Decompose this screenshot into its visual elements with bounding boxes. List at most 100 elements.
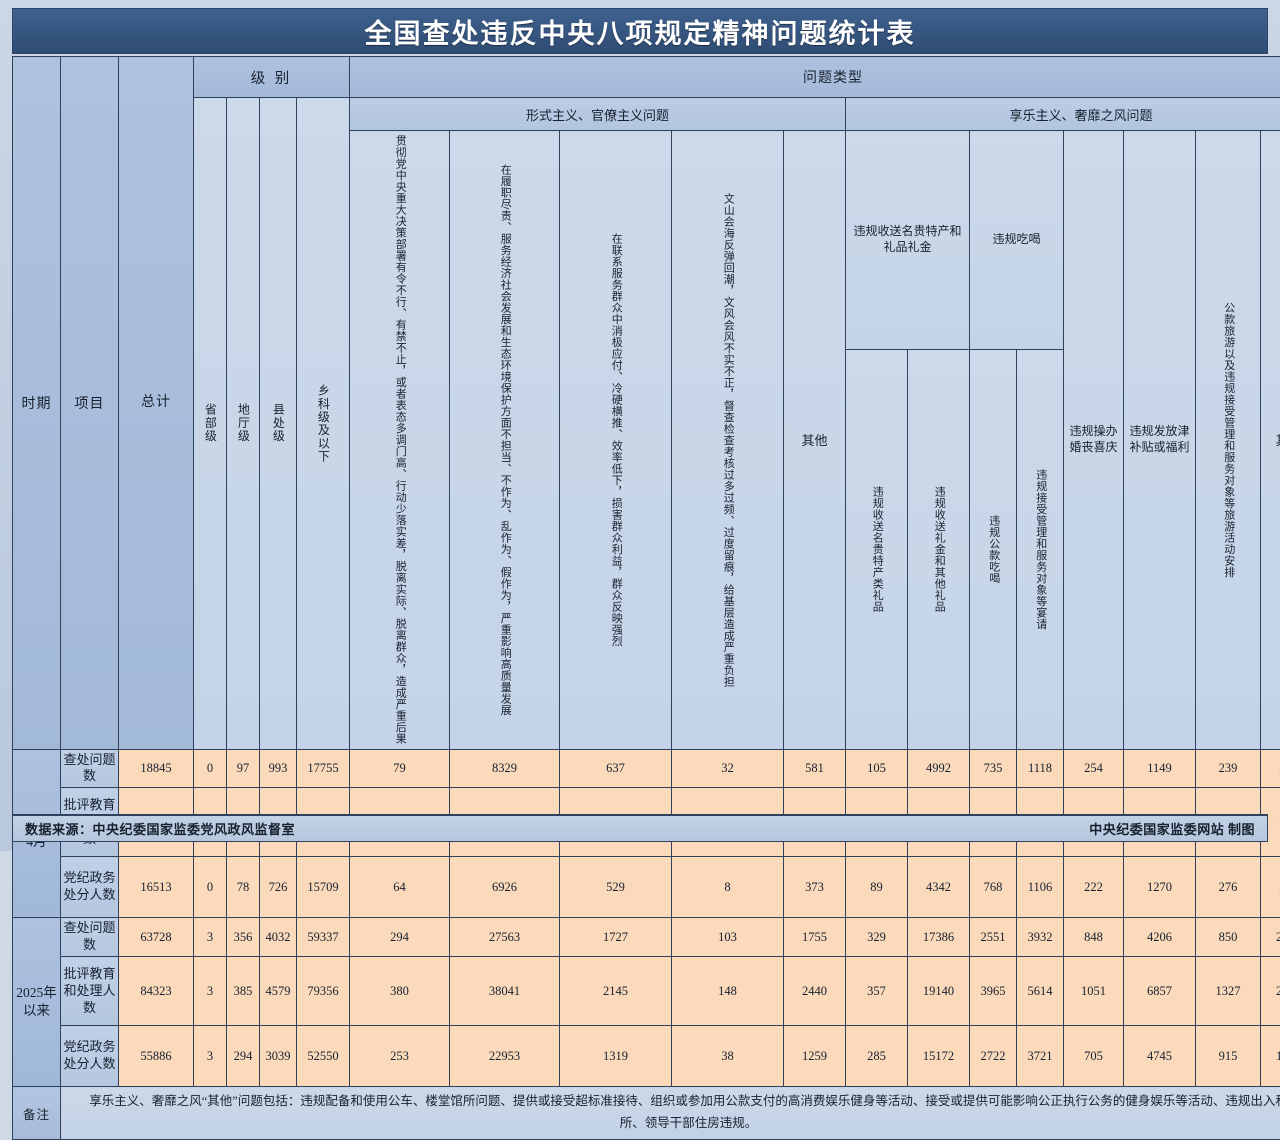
- note-row: 备注 享乐主义、奢靡之风“其他”问题包括：违规配备和使用公车、楼堂馆所问题、提供…: [13, 1087, 1280, 1140]
- header-formalism-col-4: 文山会海反弹回潮，文风会风不实不正，督查检查考核过多过频、过度留痕，给基层造成严…: [672, 131, 784, 750]
- header-formalism-col-4-label: 文山会海反弹回潮，文风会风不实不正，督查检查考核过多过频、过度留痕，给基层造成严…: [721, 193, 734, 688]
- cell-wedding: 1051: [1064, 957, 1124, 1026]
- header-hedonism-other: 其他: [1261, 131, 1280, 750]
- cell-total: 16513: [119, 857, 194, 918]
- cell-gift-2: 4992: [908, 749, 970, 788]
- header-gift-sub-1: 违规收送名贵特产类礼品: [846, 349, 908, 749]
- cell-dining-1: 2722: [970, 1026, 1017, 1087]
- header-level-xianchu: 县处级: [260, 98, 297, 750]
- cell-level-diting: 294: [227, 1026, 260, 1087]
- item-name: 党纪政务处分人数: [61, 1037, 118, 1075]
- header-hedonism-wedding: 违规操办婚丧喜庆: [1064, 131, 1124, 750]
- cell-level-diting: 356: [227, 918, 260, 957]
- cell-travel: 1327: [1196, 957, 1261, 1026]
- cell-level-sheng: 3: [194, 1026, 227, 1087]
- cell-total: 55886: [119, 1026, 194, 1087]
- cell-level-diting: 97: [227, 749, 260, 788]
- header-hedonism-allowance: 违规发放津补贴或福利: [1124, 131, 1196, 750]
- cell-gift-1: 329: [846, 918, 908, 957]
- cell-hedonism-other: 1799: [1261, 1026, 1280, 1087]
- cell-level-sheng: 3: [194, 957, 227, 1026]
- header-problem-type-group: 问题类型: [350, 57, 1280, 98]
- statistics-table-page: 全国查处违反中央八项规定精神问题统计表: [0, 0, 1280, 851]
- cell-level-xianchu: 4579: [260, 957, 297, 1026]
- header-dining-group-label: 违规吃喝: [970, 229, 1063, 251]
- header-formalism-col-3: 在联系服务群众中消极应付、冷硬横推、效率低下，损害群众利益，群众反映强烈: [560, 131, 672, 750]
- cell-formalism-2: 6926: [450, 857, 560, 918]
- cell-gift-2: 19140: [908, 957, 970, 1026]
- header-group-formalism-label: 形式主义、官僚主义问题: [526, 108, 669, 123]
- header-level-xianchu-label: 县处级: [271, 403, 286, 443]
- item-name: 查处问题数: [61, 750, 118, 788]
- cell-level-xiangke: 79356: [297, 957, 350, 1026]
- header-hedonism-other-label: 其他: [1276, 433, 1280, 448]
- header-level-sheng-label: 省部级: [203, 403, 218, 443]
- cell-formalism-4: 8: [672, 857, 784, 918]
- header-level-xiangke: 乡科级及以下: [297, 98, 350, 750]
- cell-formalism-other: 1755: [784, 918, 846, 957]
- header-hedonism-travel-label: 公款旅游以及违规接受管理和服务对象等旅游活动安排: [1221, 302, 1234, 578]
- item-name: 党纪政务处分人数: [61, 868, 118, 906]
- header-formalism-col-1: 贯彻党中央重大决策部署有令不行、有禁不止，或者表态多调门高、行动少落实差，脱离实…: [350, 131, 450, 750]
- header-group-hedonism-label: 享乐主义、奢靡之风问题: [1010, 108, 1153, 123]
- cell-dining-2: 5614: [1017, 957, 1064, 1026]
- header-total: 总计: [119, 57, 194, 750]
- cell-allowance: 4745: [1124, 1026, 1196, 1087]
- cell-allowance: 1149: [1124, 749, 1196, 788]
- cell-wedding: 254: [1064, 749, 1124, 788]
- cell-formalism-1: 253: [350, 1026, 450, 1087]
- page-title-bar: 全国查处违反中央八项规定精神问题统计表: [12, 8, 1268, 54]
- cell-gift-2: 17386: [908, 918, 970, 957]
- item-label: 查处问题数: [61, 749, 119, 788]
- table-row: 党纪政务处分人数 55886 3 294 3039 52550 253 2295…: [13, 1026, 1280, 1087]
- table-row: 2025年4月 查处问题数 18845 0 97 993 17755 79 83…: [13, 749, 1280, 788]
- header-dining-group: 违规吃喝: [970, 131, 1064, 350]
- cell-dining-2: 1118: [1017, 749, 1064, 788]
- cell-dining-2: 1106: [1017, 857, 1064, 918]
- cell-level-diting: 385: [227, 957, 260, 1026]
- header-level-sheng: 省部级: [194, 98, 227, 750]
- cell-dining-1: 735: [970, 749, 1017, 788]
- header-formalism-col-3-label: 在联系服务群众中消极应付、冷硬横推、效率低下，损害群众利益，群众反映强烈: [609, 233, 622, 647]
- header-period: 时期: [13, 57, 61, 750]
- header-dining-sub-2-label: 违规接受管理和服务对象等宴请: [1033, 469, 1046, 630]
- item-label: 查处问题数: [61, 918, 119, 957]
- cell-formalism-4: 103: [672, 918, 784, 957]
- header-group-formalism: 形式主义、官僚主义问题: [350, 98, 846, 131]
- cell-formalism-1: 79: [350, 749, 450, 788]
- header-gift-group-label: 违规收送名贵特产和礼品礼金: [846, 221, 969, 258]
- cell-gift-1: 357: [846, 957, 908, 1026]
- cell-level-xiangke: 52550: [297, 1026, 350, 1087]
- header-gift-group: 违规收送名贵特产和礼品礼金: [846, 131, 970, 350]
- cell-formalism-4: 148: [672, 957, 784, 1026]
- header-level-group: 级 别: [194, 57, 350, 98]
- cell-level-xianchu: 726: [260, 857, 297, 918]
- cell-formalism-2: 27563: [450, 918, 560, 957]
- table-row: 2025年以来 查处问题数 63728 3 356 4032 59337 294…: [13, 918, 1280, 957]
- cell-formalism-4: 32: [672, 749, 784, 788]
- cell-formalism-1: 380: [350, 957, 450, 1026]
- item-name: 批评教育和处理人数: [61, 964, 118, 1019]
- cell-hedonism-other: 2184: [1261, 918, 1280, 957]
- note-text: 享乐主义、奢靡之风“其他”问题包括：违规配备和使用公车、楼堂馆所问题、提供或接受…: [61, 1091, 1280, 1135]
- cell-hedonism-other: 595: [1261, 749, 1280, 788]
- cell-total: 18845: [119, 749, 194, 788]
- cell-level-xiangke: 17755: [297, 749, 350, 788]
- cell-dining-1: 3965: [970, 957, 1017, 1026]
- header-group-hedonism: 享乐主义、奢靡之风问题: [846, 98, 1280, 131]
- cell-travel: 915: [1196, 1026, 1261, 1087]
- cell-gift-1: 105: [846, 749, 908, 788]
- table-row: 批评教育和处理人数 84323 3 385 4579 79356 380 380…: [13, 957, 1280, 1026]
- source-right: 中央纪委国家监委网站 制图: [1089, 819, 1255, 838]
- item-label: 党纪政务处分人数: [61, 857, 119, 918]
- header-period-label: 时期: [22, 397, 52, 412]
- cell-hedonism-other: 540: [1261, 857, 1280, 918]
- cell-formalism-3: 529: [560, 857, 672, 918]
- header-hedonism-wedding-label: 违规操办婚丧喜庆: [1064, 421, 1123, 458]
- cell-level-diting: 78: [227, 857, 260, 918]
- header-row-1: 时期 项目 总计 级 别 问题类型: [13, 57, 1280, 98]
- source-bar: 数据来源：中央纪委国家监委党风政风监督室 中央纪委国家监委网站 制图: [12, 814, 1268, 842]
- header-level-diting: 地厅级: [227, 98, 260, 750]
- cell-level-sheng: 0: [194, 857, 227, 918]
- cell-gift-1: 285: [846, 1026, 908, 1087]
